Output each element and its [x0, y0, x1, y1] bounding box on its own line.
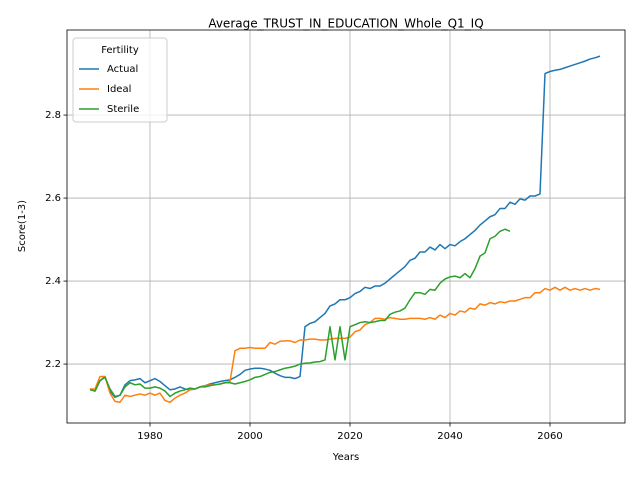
- y-tick-label: 2.2: [45, 359, 61, 370]
- x-tick-label: 2000: [237, 431, 262, 442]
- legend-label: Actual: [107, 64, 138, 75]
- legend-title: Fertility: [101, 45, 139, 56]
- data-line: [89, 55, 601, 399]
- data-line: [90, 286, 601, 403]
- legend-label: Sterile: [107, 104, 139, 115]
- y-tick-label: 2.6: [45, 193, 61, 204]
- y-tick-label: 2.8: [45, 110, 61, 121]
- legend-box: [72, 37, 168, 123]
- y-axis-label: Score(1-3): [17, 200, 28, 252]
- x-tick-label: 2060: [537, 431, 562, 442]
- y-tick-label: 2.4: [45, 276, 61, 287]
- chart-title: Average_TRUST_IN_EDUCATION_Whole_Q1_IQ: [208, 17, 483, 31]
- x-tick-label: 2020: [337, 431, 362, 442]
- legend-label: Ideal: [107, 84, 131, 95]
- x-axis-label: Years: [332, 452, 359, 463]
- x-tick-label: 2040: [437, 431, 462, 442]
- plot-frame: [66, 29, 626, 424]
- data-line: [89, 228, 511, 398]
- x-tick-label: 1980: [137, 431, 162, 442]
